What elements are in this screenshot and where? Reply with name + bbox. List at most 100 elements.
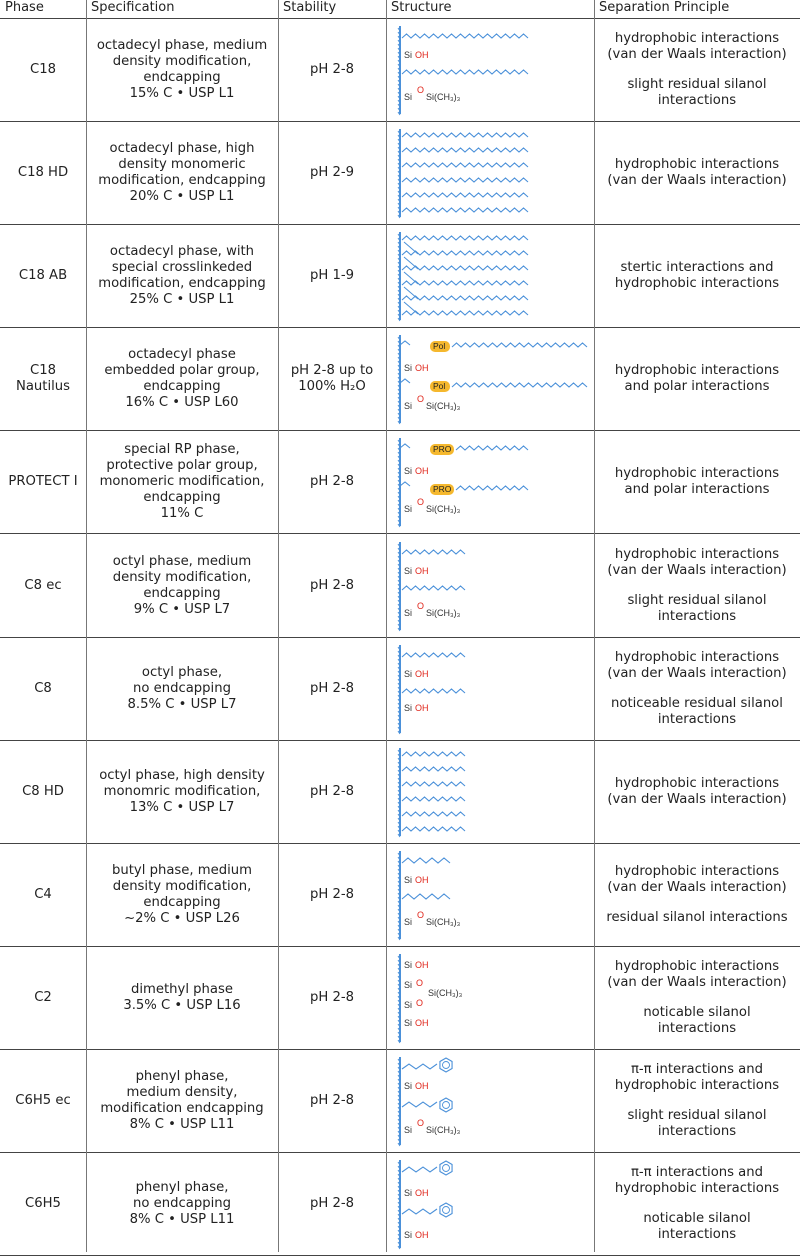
surface-hatch <box>397 801 401 806</box>
surface-hatch <box>397 900 401 905</box>
stability-cell: pH 1-9 <box>278 225 386 327</box>
structure-label: Si <box>404 1230 412 1240</box>
surface-hatch <box>397 198 401 203</box>
surface-hatch <box>397 627 401 631</box>
surface-hatch <box>397 440 401 444</box>
alkyl-chain <box>401 207 529 213</box>
specification-text: ~2% C • USP L26 <box>124 910 240 926</box>
surface-hatch <box>397 1134 401 1139</box>
structure-label: O <box>416 998 423 1008</box>
surface-hatch <box>397 1205 401 1210</box>
specification-text: medium density, <box>126 1085 238 1101</box>
separation-text: hydrophobic interactions <box>614 649 780 665</box>
surface-hatch <box>397 995 401 1000</box>
alkyl-chain <box>401 162 529 168</box>
phenyl-ring-circle <box>442 1206 450 1215</box>
separation-text: noticeable residual silanol <box>611 695 783 711</box>
crosslink <box>403 286 419 300</box>
surface-hatch <box>397 409 401 413</box>
surface-hatch <box>397 757 401 762</box>
surface-hatch <box>397 158 401 163</box>
surface-hatch <box>397 599 401 603</box>
structure-cell: Si OH Si O Si(CH₃)₃ <box>386 1050 594 1152</box>
surface-hatch <box>397 872 401 877</box>
surface-hatch <box>397 904 401 909</box>
crosslink <box>403 241 419 255</box>
phase-name: C8 ec <box>24 577 62 593</box>
separation-text: and polar interactions <box>624 482 770 498</box>
stability-text: pH 2-8 <box>309 886 355 902</box>
surface-hatch <box>397 650 401 654</box>
structure-label: Si(CH₃)₃ <box>426 917 461 927</box>
alkyl-chain <box>401 780 466 787</box>
surface-hatch <box>397 241 401 246</box>
alkyl-chain <box>399 340 411 346</box>
structure-cell <box>386 741 594 843</box>
surface-hatch <box>397 955 401 960</box>
surface-hatch <box>397 146 401 151</box>
surface-hatch <box>397 488 401 492</box>
surface-hatch <box>397 269 401 274</box>
surface-hatch <box>397 377 401 381</box>
surface-hatch <box>397 1062 401 1067</box>
surface-hatch <box>397 575 401 579</box>
stability-cell: pH 2-8 up to 100% H₂O <box>278 328 386 430</box>
surface-hatch <box>397 654 401 658</box>
surface-hatch <box>397 170 401 175</box>
surface-hatch <box>397 646 401 650</box>
surface-hatch <box>397 781 401 786</box>
column-divider <box>86 0 87 1252</box>
surface-hatch <box>397 1193 401 1198</box>
structure-label: Si(CH₃)₃ <box>426 1125 461 1135</box>
separation-text: (van der Waals interaction) <box>607 665 787 681</box>
surface-hatch <box>397 31 401 36</box>
specification-cell: butyl phase, medium density modification,… <box>86 844 278 946</box>
polar-group-badge <box>430 381 450 393</box>
paragraph-gap <box>606 896 787 910</box>
structure-label: O <box>417 601 424 611</box>
surface-hatch <box>397 1090 401 1095</box>
specification-text: 20% C • USP L1 <box>129 189 235 205</box>
surface-hatch <box>397 1185 401 1190</box>
alkyl-chain <box>401 750 466 757</box>
surface-hatch <box>397 690 401 694</box>
surface-hatch <box>397 880 401 885</box>
specification-text: embedded polar group, <box>104 363 260 379</box>
surface-hatch <box>397 134 401 139</box>
surface-hatch <box>397 623 401 627</box>
surface-hatch <box>397 1138 401 1143</box>
surface-hatch <box>397 714 401 718</box>
surface-hatch <box>397 381 401 385</box>
alkyl-chain <box>455 445 529 452</box>
surface-hatch <box>397 559 401 563</box>
structure-label: Si <box>404 401 412 411</box>
specification-text: 8% C • USP L11 <box>129 1212 235 1228</box>
specification-text: modification, endcapping <box>98 276 266 292</box>
polar-group-badge <box>430 444 454 456</box>
surface-hatch <box>397 245 401 250</box>
crosslink <box>403 256 419 270</box>
surface-hatch <box>397 452 401 456</box>
surface-hatch <box>397 456 401 460</box>
alkyl-chain <box>401 795 466 802</box>
specification-text: 3.5% C • USP L16 <box>123 997 241 1013</box>
separation-text: slight residual silanol <box>627 592 767 608</box>
table-row: C2 dimethyl phase 3.5% C • USP L16 pH 2-8 Si… <box>0 947 800 1050</box>
specification-text: butyl phase, medium <box>112 862 252 878</box>
separation-cell: hydrophobic interactions (van der Waals i… <box>594 844 800 946</box>
specification-cell: phenyl phase, no endcapping 8% C • USP L11 <box>86 1153 278 1255</box>
phase-cell: C8 HD <box>0 741 86 843</box>
stability-text: 100% H₂O <box>298 379 366 395</box>
surface-hatch <box>397 892 401 897</box>
surface-hatch <box>397 337 401 341</box>
surface-hatch <box>397 730 401 734</box>
surface-hatch <box>397 1221 401 1226</box>
surface-hatch <box>397 47 401 52</box>
surface-hatch <box>397 492 401 496</box>
specification-text: 13% C • USP L7 <box>129 799 235 815</box>
table-row: C18 AB octadecyl phase, with special cross… <box>0 225 800 329</box>
surface-hatch <box>397 773 401 778</box>
surface-hatch <box>397 413 401 417</box>
surface-hatch <box>397 496 401 500</box>
